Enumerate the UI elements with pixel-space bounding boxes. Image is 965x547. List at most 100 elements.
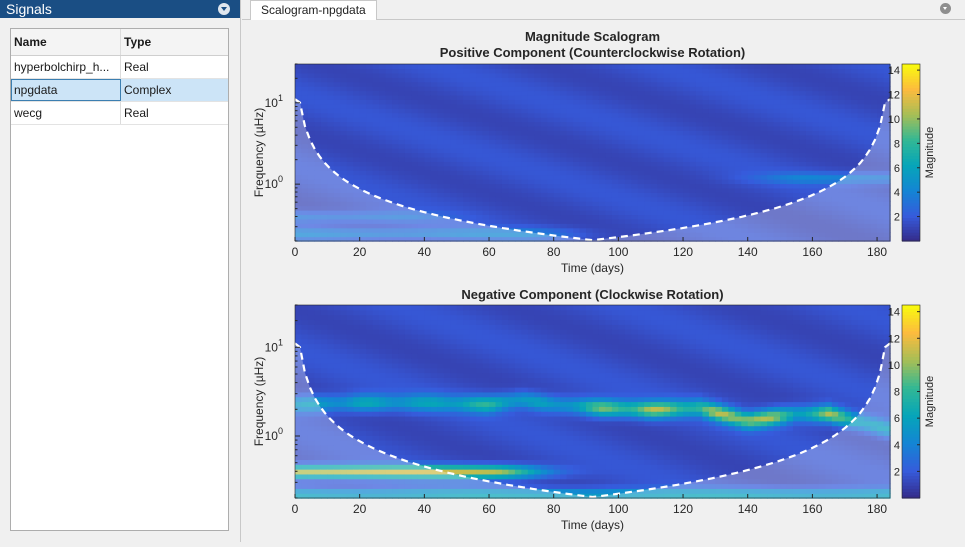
heatmap-cell: [308, 73, 315, 78]
column-header-name[interactable]: Name: [11, 29, 121, 55]
heatmap-cell: [418, 406, 425, 411]
heatmap-cell: [470, 126, 477, 131]
heatmap-cell: [373, 329, 380, 334]
heatmap-cell: [780, 175, 787, 180]
heatmap-cell: [567, 183, 574, 188]
panel-menu-icon[interactable]: [218, 3, 230, 15]
heatmap-cell: [677, 126, 684, 131]
heatmap-cell: [605, 153, 612, 158]
heatmap-cell: [845, 122, 852, 127]
heatmap-cell: [593, 68, 600, 73]
heatmap-cell: [799, 135, 806, 140]
heatmap-cell: [825, 68, 832, 73]
heatmap-cell: [754, 95, 761, 100]
heatmap-cell: [444, 135, 451, 140]
heatmap-cell: [457, 334, 464, 339]
heatmap-cell: [690, 197, 697, 202]
heatmap-cell: [353, 144, 360, 149]
heatmap-cell: [457, 387, 464, 392]
heatmap-cell: [295, 305, 302, 310]
heatmap-cell: [411, 130, 418, 135]
heatmap-cell: [470, 95, 477, 100]
heatmap-cell: [573, 223, 580, 228]
heatmap-cell: [580, 82, 587, 87]
heatmap-cell: [398, 135, 405, 140]
heatmap-cell: [812, 117, 819, 122]
heatmap-cell: [502, 166, 509, 171]
heatmap-cell: [599, 117, 606, 122]
colorbar-tick-label: 4: [894, 187, 900, 199]
heatmap-cell: [864, 77, 871, 82]
heatmap-cell: [502, 108, 509, 113]
heatmap-cell: [690, 183, 697, 188]
signal-name: hyperbolchirp_h...: [11, 56, 121, 78]
heatmap-cell: [424, 382, 431, 387]
heatmap-cell: [735, 73, 742, 78]
heatmap-cell: [605, 68, 612, 73]
heatmap-cell: [392, 430, 399, 435]
heatmap-cell: [308, 95, 315, 100]
heatmap-cell: [644, 73, 651, 78]
heatmap-cell: [651, 197, 658, 202]
heatmap-cell: [444, 324, 451, 329]
heatmap-cell: [541, 135, 548, 140]
heatmap-cell: [495, 170, 502, 175]
heatmap-cell: [418, 324, 425, 329]
heatmap-cell: [463, 166, 470, 171]
heatmap-cell: [431, 319, 438, 324]
heatmap-cell: [444, 77, 451, 82]
heatmap-cell: [327, 324, 334, 329]
heatmap-cell: [327, 329, 334, 334]
heatmap-cell: [567, 219, 574, 224]
heatmap-cell: [314, 339, 321, 344]
tab-menu-icon[interactable]: [940, 3, 951, 14]
heatmap-cell: [580, 139, 587, 144]
heatmap-cell: [541, 188, 548, 193]
heatmap-cell: [327, 310, 334, 315]
heatmap-cell: [709, 122, 716, 127]
heatmap-cell: [618, 86, 625, 91]
heatmap-cell: [573, 73, 580, 78]
heatmap-cell: [593, 104, 600, 109]
heatmap-cell: [502, 104, 509, 109]
heatmap-cell: [340, 344, 347, 349]
heatmap-cell: [560, 95, 567, 100]
heatmap-cell: [463, 348, 470, 353]
heatmap-cell: [851, 122, 858, 127]
heatmap-cell: [638, 192, 645, 197]
heatmap-cell: [398, 421, 405, 426]
heatmap-cell: [418, 382, 425, 387]
tab-scalogram-npgdata[interactable]: Scalogram-npgdata: [250, 0, 377, 20]
heatmap-cell: [884, 77, 891, 82]
table-row[interactable]: hyperbolchirp_h... Real: [11, 56, 228, 79]
heatmap-cell: [715, 144, 722, 149]
heatmap-cell: [541, 86, 548, 91]
heatmap-cell: [450, 440, 457, 445]
heatmap-cell: [424, 86, 431, 91]
heatmap-cell: [735, 197, 742, 202]
column-header-type[interactable]: Type: [121, 29, 228, 55]
heatmap-cell: [373, 368, 380, 373]
heatmap-cell: [702, 130, 709, 135]
table-row[interactable]: npgdata Complex: [11, 79, 228, 102]
heatmap-cell: [528, 139, 535, 144]
heatmap-cell: [353, 82, 360, 87]
heatmap-cell: [715, 122, 722, 127]
heatmap-cell: [586, 232, 593, 237]
heatmap-cell: [799, 175, 806, 180]
heatmap-cell: [431, 329, 438, 334]
heatmap-cell: [373, 334, 380, 339]
heatmap-cell: [709, 144, 716, 149]
heatmap-cell: [677, 104, 684, 109]
heatmap-cell: [483, 206, 490, 211]
heatmap-cell: [541, 166, 548, 171]
heatmap-cell: [696, 157, 703, 162]
heatmap-cell: [457, 430, 464, 435]
heatmap-cell: [327, 153, 334, 158]
heatmap-cell: [586, 223, 593, 228]
heatmap-cell: [605, 130, 612, 135]
heatmap-cell: [586, 126, 593, 131]
table-row[interactable]: wecg Real: [11, 102, 228, 125]
heatmap-cell: [580, 214, 587, 219]
heatmap-cell: [515, 117, 522, 122]
